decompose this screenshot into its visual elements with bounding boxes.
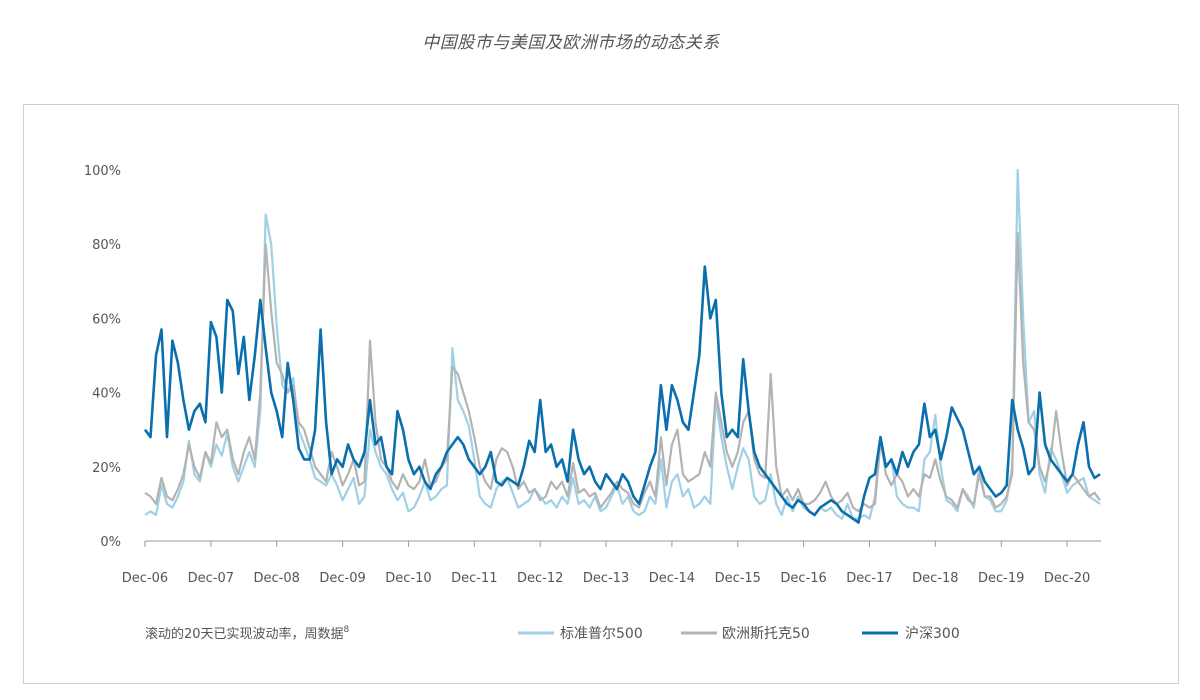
- x-tick-label: Dec-10: [385, 571, 431, 586]
- series-lines: [143, 168, 1101, 524]
- x-tick-label: Dec-15: [715, 571, 761, 586]
- y-tick-label: 100%: [84, 164, 121, 179]
- note-text: 滚动的20天已实现波动率，周数据8: [145, 625, 350, 642]
- legend-label: 标准普尔500: [560, 626, 643, 642]
- x-tick-label: Dec-19: [978, 571, 1024, 586]
- y-tick-label: 0%: [100, 535, 121, 550]
- legend-label: 欧洲斯托克50: [722, 626, 810, 642]
- x-tick-label: Dec-11: [451, 571, 497, 586]
- x-tick-label: Dec-18: [912, 571, 958, 586]
- series-line-2: [144, 232, 1101, 513]
- x-tick-label: Dec-16: [780, 571, 826, 586]
- x-tick-label: Dec-20: [1044, 571, 1090, 586]
- y-tick-label: 60%: [92, 312, 121, 327]
- y-tick-label: 80%: [92, 238, 121, 253]
- series-line-1: [144, 168, 1101, 520]
- legend: 标准普尔500 欧洲斯托克50 沪深300: [518, 626, 960, 642]
- y-axis-labels: 0% 20% 40% 60% 80% 100%: [84, 164, 121, 550]
- x-tick-label: Dec-06: [122, 571, 168, 586]
- y-tick-label: 40%: [92, 387, 121, 402]
- x-tick-label: Dec-13: [583, 571, 629, 586]
- x-tick-label: Dec-14: [649, 571, 695, 586]
- chart-note: 滚动的20天已实现波动率，周数据8: [145, 625, 350, 642]
- x-tick-label: Dec-17: [846, 571, 892, 586]
- x-tick-label: Dec-08: [254, 571, 300, 586]
- x-tick-label: Dec-09: [319, 571, 365, 586]
- x-tick-label: Dec-07: [188, 571, 234, 586]
- legend-label: 沪深300: [905, 626, 960, 642]
- chart-title: 中国股市与美国及欧洲市场的动态关系: [422, 33, 720, 53]
- x-axis: Dec-06 Dec-07 Dec-08 Dec-09 Dec-10 Dec-11 Dec-…: [122, 540, 1101, 586]
- series-line-3: [143, 265, 1101, 524]
- x-tick-label: Dec-12: [517, 571, 563, 586]
- chart-frame: [23, 104, 1179, 684]
- y-tick-label: 20%: [92, 461, 121, 476]
- note-superscript: 8: [344, 625, 350, 635]
